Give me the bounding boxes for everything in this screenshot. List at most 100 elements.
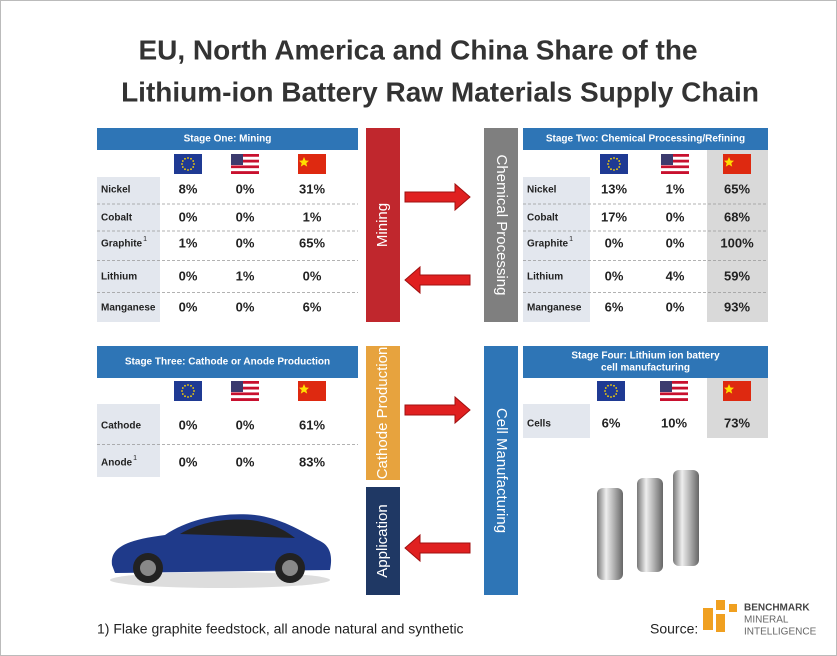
label-column bbox=[97, 404, 160, 477]
flag-star bbox=[607, 384, 609, 387]
flag-star bbox=[610, 396, 612, 398]
flag-stripe bbox=[231, 156, 259, 160]
flag-star bbox=[610, 157, 612, 160]
flag-star bbox=[607, 395, 609, 398]
stage-bar bbox=[484, 128, 518, 322]
table-header bbox=[523, 128, 768, 150]
cell-value: 61% bbox=[299, 417, 325, 432]
flag-stripe bbox=[661, 165, 689, 169]
flag-star bbox=[192, 166, 195, 168]
flag-star bbox=[298, 384, 309, 394]
flag-star bbox=[613, 157, 615, 159]
cell-value: 6% bbox=[303, 299, 322, 314]
cell-value: 0% bbox=[605, 268, 624, 283]
flag-star bbox=[616, 390, 618, 392]
flag-star bbox=[192, 160, 195, 162]
flag-star bbox=[616, 168, 618, 171]
car bbox=[110, 514, 332, 588]
flag-star bbox=[618, 160, 621, 162]
row-label: Nickel bbox=[527, 185, 557, 196]
flag-star bbox=[607, 163, 609, 165]
flag-star bbox=[181, 393, 184, 395]
flag-stripe bbox=[231, 383, 259, 387]
cell-value: 0% bbox=[236, 181, 255, 196]
flag-stripe bbox=[231, 381, 259, 384]
flag-star bbox=[613, 384, 615, 387]
flag-cn bbox=[298, 381, 326, 401]
row-label: Cobalt bbox=[527, 213, 559, 224]
flag-star bbox=[192, 387, 195, 389]
cell-value: 1% bbox=[666, 181, 685, 196]
flag-cn bbox=[723, 381, 751, 401]
cell-value: 4% bbox=[666, 268, 685, 283]
logo-text: BENCHMARK bbox=[744, 603, 810, 614]
cell-value: 0% bbox=[236, 454, 255, 469]
cell-value: 0% bbox=[236, 299, 255, 314]
cell-value: 8% bbox=[179, 181, 198, 196]
stage-label: Cathode Production bbox=[374, 347, 391, 480]
flag-star bbox=[187, 169, 189, 171]
flag-star bbox=[616, 157, 618, 160]
flag-star bbox=[607, 166, 610, 168]
flag-stripe bbox=[231, 392, 259, 396]
flag-eu bbox=[174, 154, 202, 174]
row-label: Graphite bbox=[101, 239, 143, 250]
logo-icon bbox=[703, 600, 737, 632]
flag-star bbox=[187, 396, 189, 398]
flag-stripe bbox=[661, 156, 689, 160]
row-label: Lithium bbox=[527, 272, 563, 283]
cell-value: 65% bbox=[724, 181, 750, 196]
cell-value: 93% bbox=[724, 299, 750, 314]
flag-star bbox=[184, 168, 186, 171]
logo-text: MINERAL bbox=[744, 615, 789, 626]
cell-value: 17% bbox=[601, 209, 627, 224]
flag-stripe bbox=[660, 395, 688, 399]
flag-star bbox=[181, 160, 184, 162]
flag-star bbox=[190, 157, 192, 160]
flag-star bbox=[619, 163, 621, 165]
cell-value: 0% bbox=[236, 209, 255, 224]
flag-stripe bbox=[231, 395, 259, 399]
flag-stripe bbox=[660, 389, 688, 393]
flag-canton bbox=[231, 381, 243, 392]
flag-stripe bbox=[660, 392, 688, 396]
china-column bbox=[707, 150, 768, 322]
footnote-marker: 1 bbox=[569, 236, 573, 243]
table-header bbox=[97, 128, 358, 150]
flag-stripe bbox=[660, 383, 688, 387]
row-label: Manganese bbox=[527, 303, 582, 314]
cell-value: 65% bbox=[299, 235, 325, 250]
label-column bbox=[97, 177, 160, 322]
flag-canton bbox=[231, 154, 243, 165]
flag-star bbox=[187, 384, 189, 386]
flag-stripe bbox=[661, 159, 689, 163]
row-label: Graphite bbox=[527, 239, 569, 250]
flag-stripe bbox=[231, 386, 259, 390]
cell-value: 0% bbox=[236, 417, 255, 432]
flag-star bbox=[604, 390, 606, 392]
cell-value: 6% bbox=[605, 299, 624, 314]
flag-stripe bbox=[231, 162, 259, 166]
stage-label: Cell Manufacturing bbox=[493, 408, 510, 533]
flag-stripe bbox=[231, 154, 259, 157]
footnote-marker: 1 bbox=[133, 455, 137, 462]
cell-value: 100% bbox=[720, 235, 754, 250]
flag-canton bbox=[660, 381, 672, 392]
flag-star bbox=[181, 166, 184, 168]
cell-value: 1% bbox=[303, 209, 322, 224]
cell-value: 0% bbox=[666, 299, 685, 314]
flag-stripe bbox=[661, 162, 689, 166]
flag-stripe bbox=[660, 398, 688, 401]
cell-value: 0% bbox=[666, 235, 685, 250]
cell-value: 73% bbox=[724, 415, 750, 430]
batteries bbox=[597, 470, 699, 580]
flag-star bbox=[724, 384, 734, 394]
flag-stripe bbox=[231, 159, 259, 163]
row-label: Cobalt bbox=[101, 213, 133, 224]
table-header bbox=[97, 346, 358, 378]
cell-value: 1% bbox=[236, 268, 255, 283]
table-header bbox=[523, 346, 768, 378]
table-title: Stage Three: Cathode or Anode Production bbox=[125, 357, 330, 368]
flag-star bbox=[298, 157, 309, 167]
